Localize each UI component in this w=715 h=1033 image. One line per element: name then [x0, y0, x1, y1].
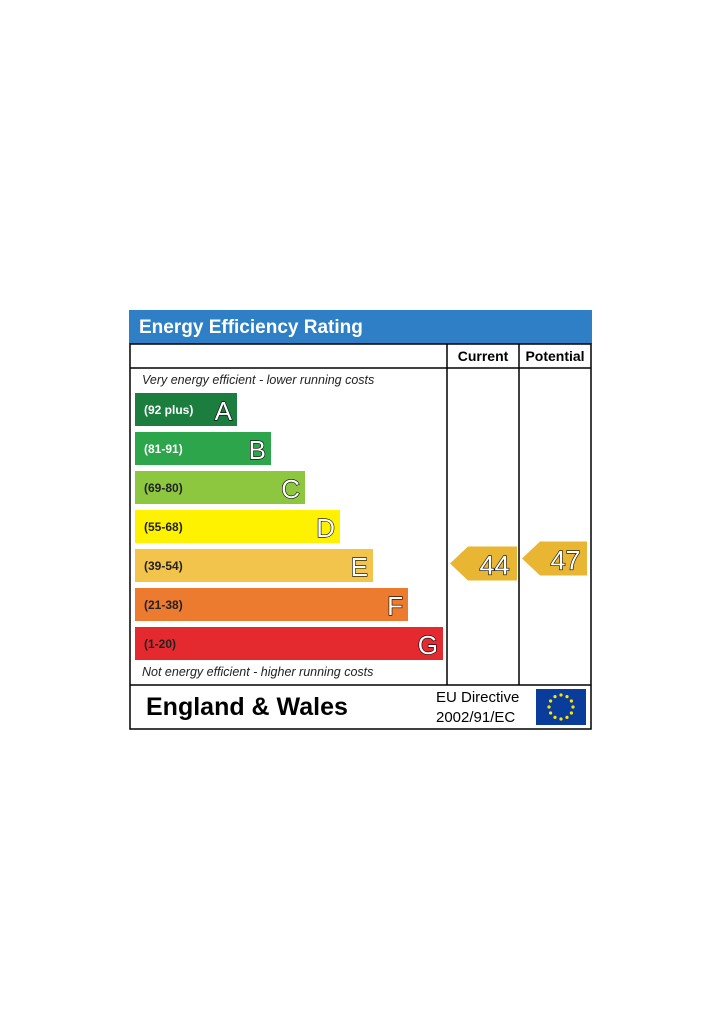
band-range-f: (21-38) — [144, 598, 183, 612]
current-arrow — [450, 546, 517, 581]
band-range-b: (81-91) — [144, 442, 183, 456]
band-letter-f: F — [387, 591, 403, 621]
current-rating-value: 44 — [479, 551, 509, 581]
band-range-a: (92 plus) — [144, 403, 193, 417]
eu-flag-star — [559, 693, 563, 697]
band-range-g: (1-20) — [144, 637, 176, 651]
eu-flag-star — [565, 715, 569, 719]
band-range-c: (69-80) — [144, 481, 183, 495]
footer-region: England & Wales — [146, 693, 348, 721]
eu-flag-star — [549, 711, 553, 715]
eu-flag-icon — [536, 689, 586, 725]
band-letter-a: A — [215, 396, 233, 426]
band-letter-g: G — [418, 630, 438, 660]
band-letter-e: E — [351, 552, 368, 582]
band-bar-b — [135, 432, 271, 465]
eu-flag-star — [569, 711, 573, 715]
eu-flag-star — [571, 705, 575, 709]
band-bar-a — [135, 393, 237, 426]
band-bar-f — [135, 588, 408, 621]
eu-flag-star — [547, 705, 551, 709]
band-range-d: (55-68) — [144, 520, 183, 534]
column-header-potential: Potential — [525, 348, 584, 364]
eu-flag-star — [553, 715, 557, 719]
band-letter-c: C — [281, 474, 300, 504]
band-letter-b: B — [249, 435, 266, 465]
band-bar-d — [135, 510, 340, 543]
energy-efficiency-rating-chart: Energy Efficiency Rating Current Potenti… — [129, 310, 592, 730]
bottom-note: Not energy efficient - higher running co… — [142, 665, 373, 679]
title-bar — [129, 310, 592, 344]
chart-title: Energy Efficiency Rating — [139, 317, 363, 338]
eu-flag-star — [559, 717, 563, 721]
potential-arrow — [522, 541, 587, 576]
rating-arrows: 44 47 — [450, 541, 587, 581]
rating-bands: (92 plus) A (81-91) B (69-80) C (55-68) D (39-54… — [135, 393, 443, 661]
footer-directive-line2: 2002/91/EC — [436, 709, 515, 726]
band-bar-c — [135, 471, 305, 504]
potential-rating-value: 47 — [550, 546, 580, 576]
footer-directive-line1: EU Directive — [436, 689, 519, 706]
band-bar-e — [135, 549, 373, 582]
chart-frame — [129, 343, 592, 730]
band-bar-g — [135, 627, 443, 660]
eu-flag-star — [549, 699, 553, 703]
top-note: Very energy efficient - lower running co… — [142, 373, 374, 387]
eu-flag-star — [553, 695, 557, 699]
column-header-current: Current — [458, 348, 509, 364]
eu-flag-star — [565, 695, 569, 699]
band-range-e: (39-54) — [144, 559, 183, 573]
eu-flag-star — [569, 699, 573, 703]
band-letter-d: D — [316, 513, 335, 543]
